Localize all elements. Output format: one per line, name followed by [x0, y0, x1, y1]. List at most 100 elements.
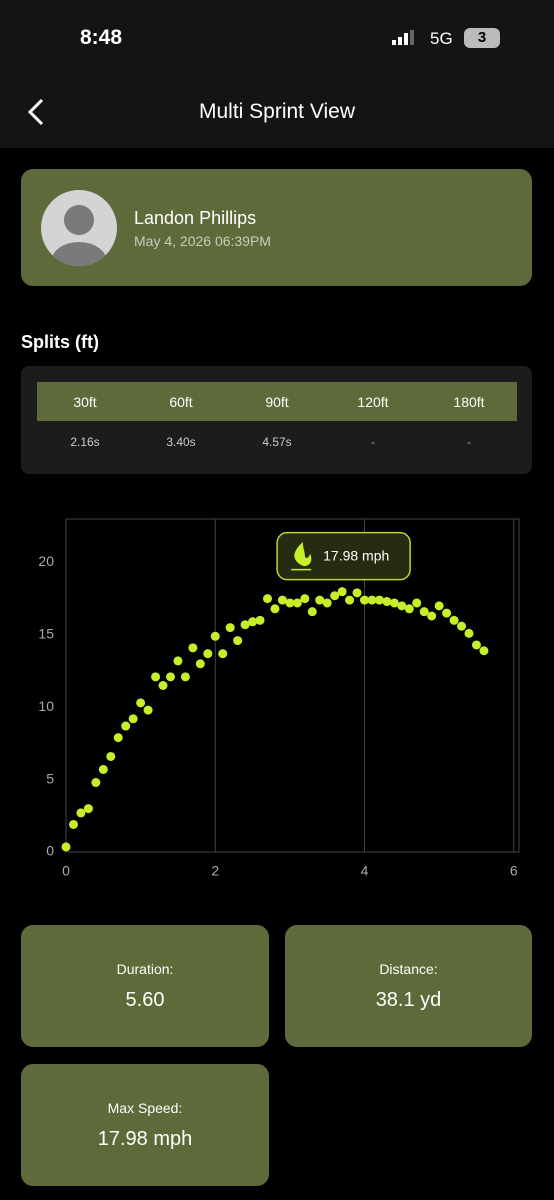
data-point — [195, 659, 205, 669]
data-point — [464, 628, 474, 638]
data-point — [143, 705, 153, 715]
splits-header — [37, 382, 517, 421]
splits-table: 30ft 60ft 90ft 120ft 180ft 2.16s 3.40s 4… — [21, 366, 532, 474]
data-point — [61, 842, 71, 852]
data-point — [173, 656, 183, 666]
data-point — [345, 595, 355, 605]
x-tick-label: 0 — [62, 863, 70, 879]
stat-label: Distance: — [379, 961, 438, 977]
x-tick-label: 4 — [361, 863, 369, 879]
data-point — [113, 733, 123, 743]
stat-value: 17.98 mph — [97, 1128, 193, 1150]
y-tick-label: 20 — [38, 553, 54, 569]
data-point — [203, 649, 213, 659]
profile-name: Landon Phillips — [134, 208, 257, 228]
data-point — [330, 591, 340, 601]
data-point — [136, 698, 146, 708]
split-column: 120ft — [357, 394, 389, 410]
data-point — [382, 597, 392, 607]
data-point — [277, 595, 287, 605]
data-point — [240, 620, 250, 630]
data-point — [151, 672, 161, 682]
data-point — [76, 808, 86, 818]
stat-card: Duration: 5.60 — [21, 925, 269, 1047]
data-point — [218, 649, 228, 659]
data-point — [91, 778, 101, 788]
data-point — [180, 672, 190, 682]
data-point — [412, 598, 422, 608]
split-value: 2.16s — [70, 435, 100, 449]
callout-label: 17.98 mph — [323, 547, 389, 563]
data-point — [165, 672, 175, 682]
callout-box — [276, 531, 411, 581]
split-column: 60ft — [169, 394, 193, 410]
split-value: - — [371, 435, 375, 449]
x-tick-label: 2 — [211, 863, 219, 879]
y-tick-label: 15 — [38, 626, 54, 642]
back-button[interactable] — [26, 98, 46, 126]
data-point — [210, 631, 220, 641]
data-point — [374, 595, 384, 605]
stat-label: Max Speed: — [107, 1100, 183, 1116]
data-point — [68, 819, 78, 829]
stat-value: 38.1 yd — [375, 989, 442, 1011]
data-point — [307, 607, 317, 617]
data-point — [389, 598, 399, 608]
data-point — [128, 714, 138, 724]
data-point — [225, 623, 235, 633]
data-point — [98, 764, 108, 774]
data-point — [479, 646, 489, 656]
data-point — [322, 598, 332, 608]
network: 5G — [430, 29, 453, 48]
data-point — [360, 595, 370, 605]
data-point — [233, 636, 243, 646]
data-point — [457, 621, 467, 631]
data-point — [255, 615, 265, 625]
y-tick-label: 0 — [46, 843, 54, 859]
status-time: 8:48 — [80, 26, 123, 49]
stat-card: Max Speed: 17.98 mph — [21, 1064, 269, 1186]
data-point — [121, 721, 131, 731]
data-point — [434, 601, 444, 611]
peak-callout: 17.98 mph — [276, 531, 411, 581]
data-point — [449, 615, 459, 625]
data-point — [270, 604, 280, 614]
stat-label: Duration: — [116, 961, 174, 977]
split-column: 90ft — [265, 394, 289, 410]
data-point — [337, 587, 347, 597]
data-point — [397, 601, 407, 611]
split-column: 180ft — [453, 394, 485, 410]
data-point — [188, 643, 198, 653]
data-point — [158, 681, 168, 690]
data-point — [262, 594, 272, 604]
data-point — [106, 751, 116, 761]
profile-card[interactable]: Landon Phillips May 4, 2026 06:39PM — [21, 169, 532, 286]
avatar — [41, 190, 117, 266]
signal-icon — [392, 30, 414, 45]
y-tick-label: 10 — [38, 698, 54, 714]
data-point — [352, 588, 362, 598]
y-tick-label: 5 — [46, 770, 54, 786]
x-tick-label: 6 — [510, 863, 518, 879]
data-point — [442, 608, 452, 618]
profile-date: May 4, 2026 06:39PM — [134, 233, 271, 249]
data-point — [248, 617, 258, 627]
data-point — [315, 595, 325, 605]
data-point — [404, 604, 414, 614]
data-point — [83, 804, 93, 814]
header-title: Multi Sprint View — [198, 100, 355, 123]
split-column: 30ft — [73, 394, 97, 410]
callout-icon — [291, 541, 312, 571]
stat-value: 5.60 — [125, 989, 165, 1011]
top-bar — [0, 0, 554, 148]
data-point — [292, 598, 302, 608]
data-point — [419, 607, 429, 617]
stat-card: Distance: 38.1 yd — [285, 925, 532, 1047]
splits-title: Splits (ft) — [21, 332, 99, 352]
data-point — [471, 640, 481, 650]
speed-chart: 0 2 4 6 0 5 10 15 20 17.98 mph — [38, 518, 520, 879]
data-point — [367, 595, 377, 605]
split-value: - — [467, 435, 471, 449]
data-point — [427, 611, 437, 621]
